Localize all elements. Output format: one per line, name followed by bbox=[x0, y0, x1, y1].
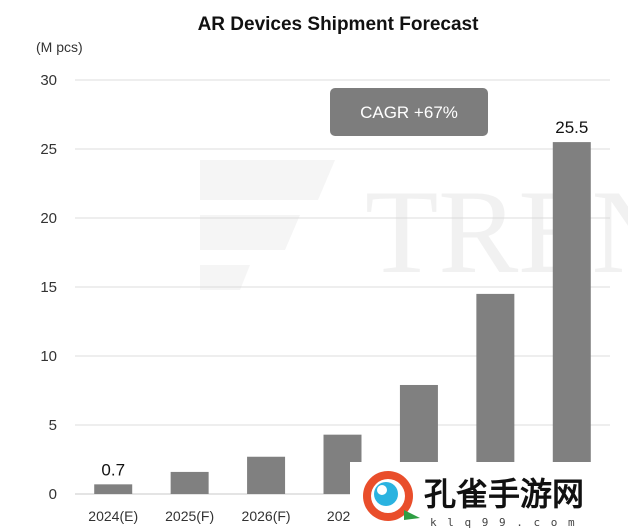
cagr-box bbox=[330, 88, 488, 136]
y-unit-label: (M pcs) bbox=[36, 39, 83, 55]
y-tick-label: 5 bbox=[49, 417, 57, 434]
x-tick-label: 2025(F) bbox=[165, 508, 214, 524]
peacock-logo-icon bbox=[363, 471, 420, 521]
y-axis-ticks: 0 5 10 15 20 25 30 bbox=[40, 72, 57, 503]
bar bbox=[476, 293, 515, 494]
x-tick-label: 2026(F) bbox=[242, 508, 291, 524]
bar bbox=[94, 484, 133, 494]
overlay-badge-domain: k l q 9 9 . c o m bbox=[430, 516, 577, 529]
cagr-text: CAGR +67% bbox=[360, 103, 458, 122]
gridlines bbox=[75, 79, 610, 495]
watermark-logo-shape bbox=[200, 160, 335, 200]
x-tick-label: 2024(E) bbox=[88, 508, 138, 524]
y-tick-label: 25 bbox=[40, 141, 57, 158]
chart-title: AR Devices Shipment Forecast bbox=[198, 14, 480, 35]
cagr-annotation: CAGR +67% bbox=[330, 88, 488, 136]
y-tick-label: 0 bbox=[49, 486, 57, 503]
y-tick-label: 15 bbox=[40, 279, 57, 296]
bar bbox=[170, 471, 209, 494]
bar bbox=[552, 142, 591, 494]
y-tick-label: 10 bbox=[40, 348, 57, 365]
x-axis-labels: 2024(E) 2025(F) 2026(F) 2027 bbox=[88, 508, 358, 524]
watermark-logo-shape bbox=[200, 265, 250, 290]
data-label: 25.5 bbox=[555, 118, 588, 137]
bar bbox=[247, 456, 286, 494]
y-tick-label: 20 bbox=[40, 210, 57, 227]
overlay-badge-title: 孔雀手游网 bbox=[424, 475, 584, 513]
y-tick-label: 30 bbox=[40, 72, 57, 89]
data-labels: 0.7 25.5 bbox=[101, 118, 588, 479]
data-label: 0.7 bbox=[101, 460, 125, 479]
watermark-logo-shape bbox=[200, 215, 300, 250]
overlay-badge: 孔雀手游网 k l q 9 9 . c o m bbox=[350, 462, 628, 532]
